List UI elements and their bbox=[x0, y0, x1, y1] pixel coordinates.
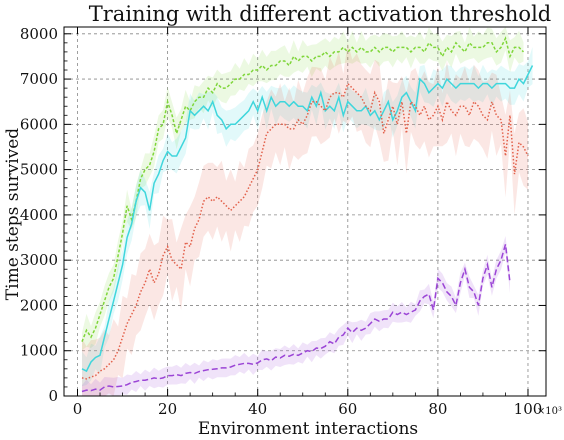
x-tick-label: 40 bbox=[248, 400, 267, 418]
x-tick-label: 100 bbox=[514, 400, 543, 418]
series-3-confidence-band bbox=[82, 42, 528, 397]
plot-area: 0 20 40 60 80 1000100020003000400050006000700… bbox=[20, 25, 547, 418]
x-tick-label: 0 bbox=[73, 400, 83, 418]
y-axis-title: Time steps survived bbox=[3, 128, 23, 300]
x-tick-label: 20 bbox=[158, 400, 177, 418]
series-1-line bbox=[81, 36, 525, 342]
plot-frame bbox=[63, 26, 547, 397]
y-tick-label: 8000 bbox=[20, 25, 58, 43]
y-tick-label: 4000 bbox=[20, 206, 58, 224]
x-axis-multiplier: ×10³ bbox=[537, 406, 562, 417]
y-tick-label: 1000 bbox=[20, 342, 58, 360]
y-tick-label: 0 bbox=[48, 387, 58, 405]
y-tick-label: 3000 bbox=[20, 251, 58, 269]
y-tick-label: 5000 bbox=[20, 161, 58, 179]
y-tick-label: 7000 bbox=[20, 70, 58, 88]
x-tick-label: 80 bbox=[428, 400, 447, 418]
series-4-line bbox=[81, 244, 511, 393]
y-tick-label: 6000 bbox=[20, 115, 58, 133]
series-4-confidence-band bbox=[82, 236, 510, 396]
series-3-line bbox=[81, 82, 529, 380]
y-tick-label: 2000 bbox=[20, 296, 58, 314]
series-2-confidence-band bbox=[82, 46, 533, 387]
x-axis-title: Environment interactions bbox=[198, 419, 418, 439]
series-2-line bbox=[81, 65, 534, 373]
series-1-confidence-band bbox=[82, 27, 524, 351]
chart-title: Training with different activation thres… bbox=[89, 2, 551, 26]
x-tick-label: 60 bbox=[338, 400, 357, 418]
